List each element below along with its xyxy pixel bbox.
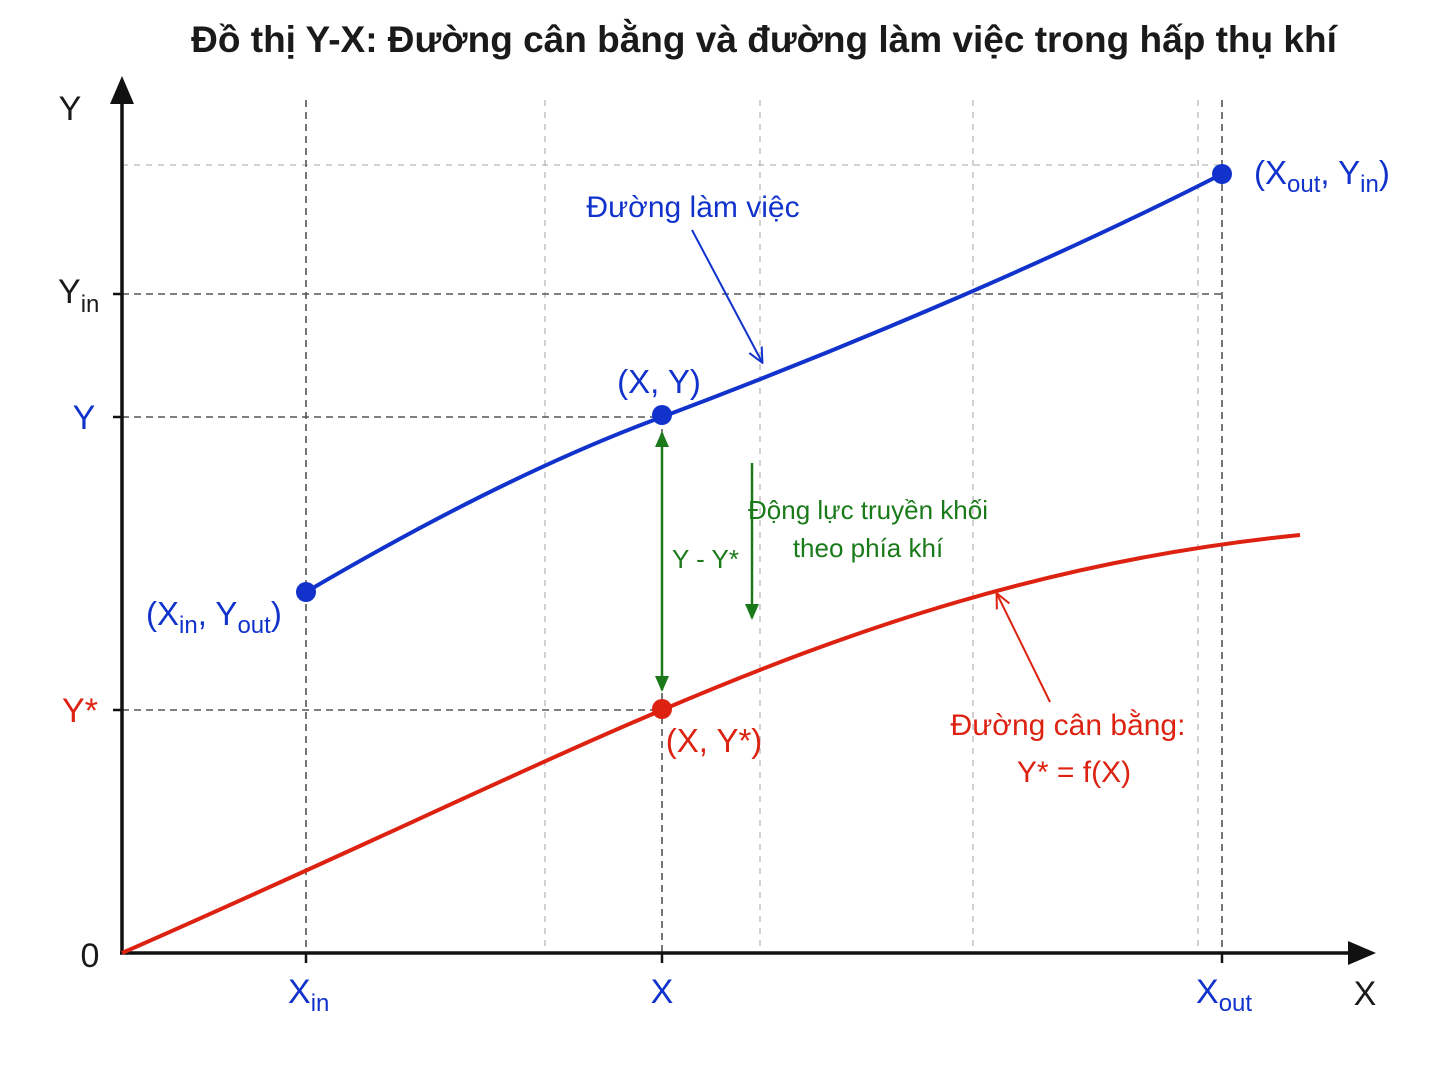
point-xy-label: (X, Y) [617, 363, 701, 400]
y-axis-label: Y [59, 90, 82, 128]
x-tick-xin: Xin [288, 973, 329, 1017]
equilibrium-equation: Y* = f(X) [1017, 756, 1131, 789]
driving-force-label: Y - Y* [672, 544, 739, 574]
point-end-label: (Xout, Yin) [1254, 154, 1390, 198]
point-start-label: (Xin, Yout) [146, 595, 282, 639]
x-tick-x: X [651, 973, 674, 1011]
operating-line-pointer [691, 229, 762, 362]
x-tick-xout: Xout [1196, 973, 1252, 1017]
point-xy [652, 405, 672, 425]
equilibrium-line-label: Đường cân bằng: [951, 709, 1186, 742]
axis-ticks [113, 292, 1224, 963]
guide-lines [122, 100, 1223, 952]
operating-line-label: Đường làm việc [586, 191, 799, 224]
origin-label: 0 [81, 937, 100, 975]
x-axis-arrow-icon [1348, 941, 1376, 965]
background-grid [122, 100, 1222, 952]
y-tick-ystar: Y* [62, 692, 98, 730]
y-tick-y: Y [73, 399, 96, 437]
point-xystar [652, 699, 672, 719]
x-axis-label: X [1354, 975, 1377, 1013]
y-tick-yin: Yin [58, 273, 99, 318]
point-start [296, 582, 316, 602]
point-end [1212, 164, 1232, 184]
diagram-title: Đồ thị Y-X: Đường cân bằng và đường làm … [191, 18, 1338, 60]
y-axis-arrow-icon [110, 76, 134, 104]
point-xystar-label: (X, Y*) [666, 722, 763, 759]
equilibrium-line-pointer [997, 594, 1051, 703]
operating-line [304, 172, 1223, 594]
driving-note-line1: Động lực truyền khối [748, 495, 988, 525]
driving-note-line2: theo phía khí [793, 533, 944, 563]
